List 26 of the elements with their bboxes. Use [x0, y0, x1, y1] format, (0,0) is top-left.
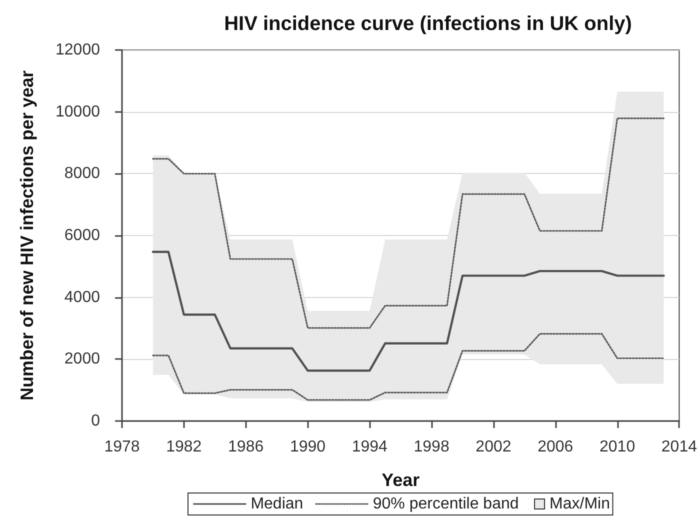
line-series	[152, 333, 665, 401]
x-tick-label: 2006	[538, 438, 574, 456]
y-tick-label: 6000	[64, 227, 100, 244]
line-series	[152, 118, 665, 329]
y-tick-label: 12000	[56, 42, 100, 58]
x-tick-label: 1998	[414, 438, 450, 456]
x-axis-title: Year	[382, 470, 420, 490]
y-axis-title: Number of new HIV infections per year	[17, 70, 37, 401]
x-tick-label: 2002	[476, 438, 512, 456]
x-tick-label: 2014	[661, 438, 698, 456]
legend-label: 90% percentile band	[372, 496, 519, 512]
y-tick-label: 0	[91, 412, 100, 430]
line-series	[152, 250, 665, 372]
x-tick-label: 1978	[104, 438, 140, 456]
x-tick-label: 1994	[352, 438, 388, 456]
x-tick-label: 1990	[290, 438, 326, 456]
x-tick-label: 1982	[166, 438, 202, 456]
x-tick-label: 2010	[599, 438, 636, 456]
legend-label: Median	[250, 496, 304, 512]
y-tick-label: 4000	[64, 288, 100, 306]
chart-title: HIV incidence curve (infections in UK only)	[224, 13, 632, 35]
x-tick-label: 1986	[228, 438, 264, 456]
legend-label: Max/Min	[550, 496, 610, 512]
y-tick-label: 8000	[64, 165, 100, 182]
y-tick-label: 2000	[64, 350, 100, 368]
y-tick-label: 10000	[56, 103, 100, 120]
